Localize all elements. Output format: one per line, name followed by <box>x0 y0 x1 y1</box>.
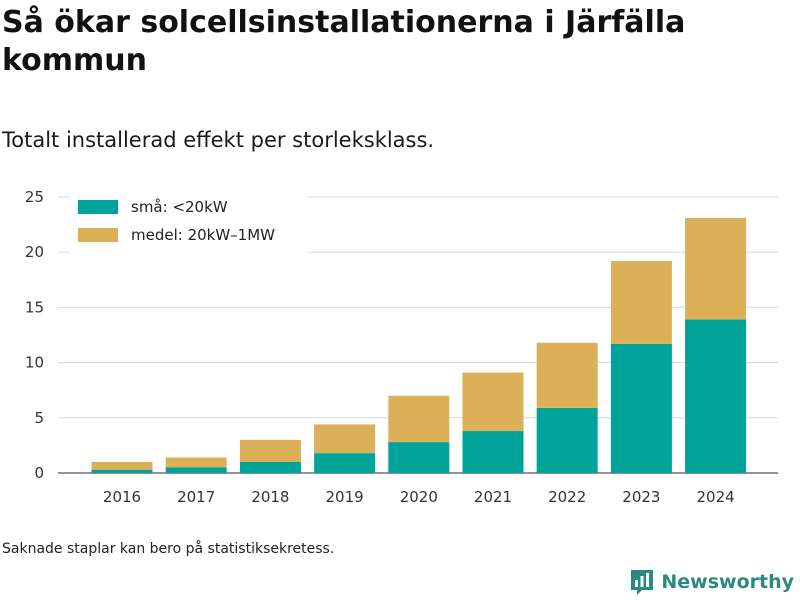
bar-medium-segment[interactable] <box>536 342 598 408</box>
bar-medium-segment[interactable] <box>388 395 450 443</box>
bar-medium-segment[interactable] <box>165 457 227 468</box>
bar-medium-segment[interactable] <box>462 372 524 432</box>
bar-chart-icon <box>631 570 654 595</box>
y-tick-label: 15 <box>25 298 44 316</box>
legend-swatch <box>78 200 118 214</box>
y-tick-label: 25 <box>25 188 44 206</box>
bar-small-segment[interactable] <box>91 469 153 473</box>
bar-small-segment[interactable] <box>685 319 747 473</box>
y-tick-label: 20 <box>25 243 44 261</box>
y-tick-label: 10 <box>25 354 44 372</box>
bar-small-segment[interactable] <box>536 407 598 473</box>
x-tick-label: 2017 <box>177 488 215 506</box>
y-tick-label: 0 <box>34 464 44 482</box>
legend: små: <20kW medel: 20kW–1MW <box>70 192 308 256</box>
y-tick-label: 5 <box>34 409 44 427</box>
bar-small-segment[interactable] <box>610 343 672 473</box>
x-tick-label: 2022 <box>548 488 586 506</box>
x-tick-label: 2024 <box>697 488 735 506</box>
bar-medium-segment[interactable] <box>239 439 301 462</box>
brand-logo[interactable]: Newsworthy <box>629 568 794 596</box>
bar-small-segment[interactable] <box>165 467 227 473</box>
x-tick-label: 2020 <box>400 488 438 506</box>
legend-label: medel: 20kW–1MW <box>131 226 275 244</box>
legend-label: små: <20kW <box>131 198 228 216</box>
x-tick-label: 2023 <box>622 488 660 506</box>
legend-swatch <box>78 228 118 242</box>
x-axis-ticks: 2016 2017 2018 2019 2020 2021 2022 2023 2024 <box>103 488 735 506</box>
bar-small-segment[interactable] <box>239 461 301 473</box>
footnote: Saknade staplar kan bero på statistiksek… <box>2 541 335 557</box>
bar-medium-segment[interactable] <box>314 424 376 454</box>
y-axis-ticks: 0 5 10 15 20 25 <box>25 188 44 482</box>
bar-small-segment[interactable] <box>388 442 450 473</box>
x-tick-label: 2018 <box>251 488 289 506</box>
x-tick-label: 2016 <box>103 488 141 506</box>
bar-medium-segment[interactable] <box>610 261 672 344</box>
bar-medium-segment[interactable] <box>91 461 153 470</box>
bar-medium-segment[interactable] <box>685 217 747 320</box>
bar-small-segment[interactable] <box>314 453 376 473</box>
x-tick-label: 2019 <box>326 488 364 506</box>
brand-name: Newsworthy <box>661 571 794 593</box>
bar-small-segment[interactable] <box>462 431 524 473</box>
x-tick-label: 2021 <box>474 488 512 506</box>
bars <box>91 217 747 473</box>
chart-title: Så ökar solcellsinstallationerna i Järfä… <box>2 5 686 78</box>
chart-subtitle: Totalt installerad effekt per storlekskl… <box>2 128 435 152</box>
